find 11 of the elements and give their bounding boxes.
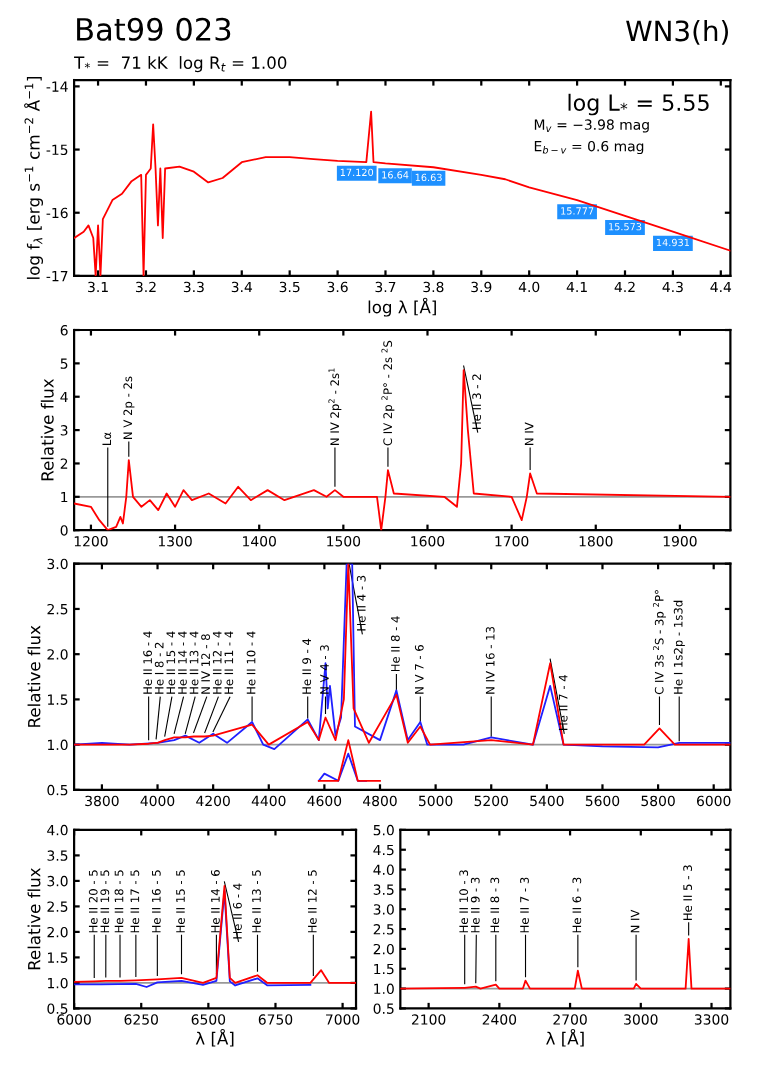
annotation: log L$_{*}$ = 5.55	[568, 93, 709, 116]
x-axis-title: log λ [Å]	[368, 297, 436, 317]
text: WN3(h)	[626, 19, 728, 45]
chart-title: Bat99 023	[77, 17, 231, 41]
chart-subtitle: T$_{*}$ = 71 kK log R$_{t}$ = 1.00	[74, 56, 287, 73]
text: log f$_{λ}$ [erg s$^{−1}$ cm$^{−2}$ Å$^{−1}$]	[24, 77, 44, 279]
y-axis-title: Relative flux	[27, 867, 41, 970]
y-axis-title: Relative flux	[40, 378, 54, 481]
y-axis-title: Relative flux	[27, 625, 41, 727]
x-axis-title: λ [Å]	[195, 1028, 234, 1047]
x-axis-title: λ [Å]	[546, 1028, 584, 1047]
